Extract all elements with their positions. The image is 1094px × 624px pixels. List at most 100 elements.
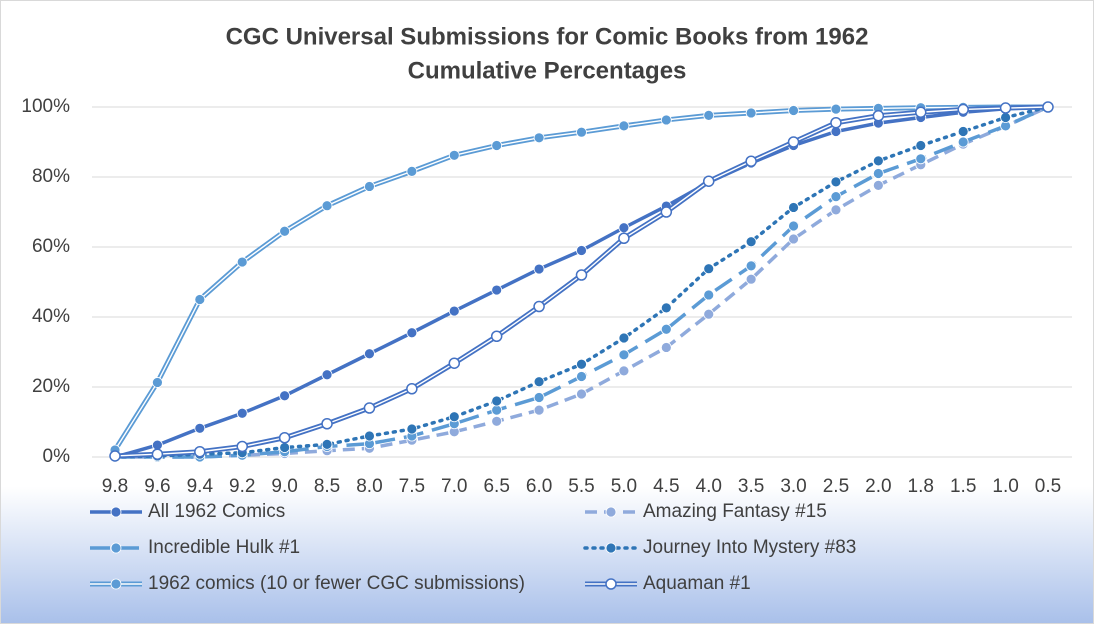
x-tick-label: 6.0 — [526, 476, 552, 497]
data-point — [788, 220, 799, 232]
data-point — [830, 103, 842, 115]
data-point — [406, 165, 418, 177]
data-point — [448, 357, 461, 369]
data-point — [448, 305, 460, 317]
data-point — [576, 358, 587, 370]
chart-subtitle: Cumulative Percentages — [408, 57, 687, 84]
x-tick-label: 1.5 — [950, 476, 976, 497]
data-point — [703, 308, 715, 320]
data-point — [490, 330, 503, 342]
data-point — [618, 365, 630, 377]
legend-marker — [605, 542, 617, 554]
data-point — [364, 430, 375, 442]
x-tick-label: 6.5 — [483, 476, 509, 497]
data-point — [957, 126, 969, 137]
legend-marker — [605, 578, 617, 590]
data-point — [745, 155, 757, 167]
data-point — [364, 181, 375, 192]
legend-marker — [110, 506, 122, 518]
data-point — [660, 302, 672, 314]
x-tick-label: 9.8 — [102, 476, 128, 497]
x-tick-label: 9.2 — [229, 476, 255, 497]
data-point — [999, 102, 1012, 114]
legend-marker — [110, 578, 122, 590]
x-tick-label: 1.0 — [992, 476, 1018, 497]
x-tick-label: 0.5 — [1035, 476, 1061, 497]
data-point — [576, 371, 587, 382]
data-point — [830, 191, 842, 203]
data-point — [618, 222, 630, 234]
data-point — [364, 348, 375, 360]
x-tick-label: 1.8 — [908, 476, 934, 497]
x-tick-label: 3.5 — [738, 476, 764, 497]
data-point — [787, 136, 800, 148]
data-point — [745, 236, 757, 248]
data-point — [788, 233, 799, 245]
data-point — [1042, 101, 1054, 113]
data-point — [491, 140, 503, 151]
data-point — [957, 103, 969, 116]
data-point — [660, 342, 672, 353]
legend-label: Amazing Fantasy #15 — [643, 501, 827, 522]
data-point — [448, 149, 460, 161]
data-point — [703, 289, 715, 301]
data-point — [1000, 112, 1011, 123]
x-tick-label: 8.5 — [314, 476, 340, 497]
data-point — [279, 390, 291, 402]
data-point — [618, 232, 630, 244]
legend-marker — [110, 542, 122, 554]
data-point — [745, 107, 757, 119]
data-point — [533, 404, 545, 416]
x-tick-label: 7.5 — [399, 476, 425, 497]
data-point — [236, 407, 248, 419]
data-point — [109, 450, 121, 462]
data-point — [278, 432, 291, 444]
data-point — [703, 263, 715, 275]
y-tick-label: 40% — [32, 306, 70, 327]
data-point — [236, 440, 248, 453]
legend-marker — [605, 506, 617, 518]
y-tick-label: 100% — [21, 96, 70, 117]
x-tick-label: 4.5 — [653, 476, 679, 497]
data-point — [660, 323, 672, 335]
data-point — [830, 204, 842, 216]
data-point — [533, 132, 545, 144]
y-tick-label: 20% — [32, 376, 70, 397]
data-point — [152, 377, 163, 388]
data-point — [788, 202, 799, 213]
data-point — [618, 120, 630, 132]
data-point — [957, 136, 969, 148]
x-tick-label: 4.0 — [696, 476, 722, 497]
data-point — [872, 110, 885, 122]
data-point — [660, 206, 673, 218]
data-point — [618, 349, 630, 361]
data-point — [236, 256, 248, 268]
data-point — [872, 179, 884, 191]
data-point — [830, 117, 842, 129]
data-point — [703, 110, 715, 121]
y-tick-label: 60% — [32, 236, 70, 257]
data-point — [830, 176, 842, 188]
data-point — [321, 418, 333, 430]
legend-label: Incredible Hulk #1 — [148, 537, 300, 558]
data-point — [915, 140, 927, 151]
data-point — [576, 388, 587, 400]
x-tick-label: 7.0 — [441, 476, 467, 497]
data-point — [915, 106, 927, 118]
data-point — [533, 376, 545, 388]
y-tick-label: 80% — [32, 166, 70, 187]
legend-label: Journey Into Mystery #83 — [643, 537, 856, 558]
data-point — [491, 415, 503, 427]
data-point — [406, 423, 418, 435]
data-point — [321, 438, 333, 450]
y-tick-label: 0% — [43, 446, 71, 467]
data-point — [321, 369, 333, 381]
data-point — [576, 245, 587, 256]
data-point — [151, 448, 164, 460]
legend-label: 1962 comics (10 or fewer CGC submissions… — [148, 573, 525, 594]
data-point — [575, 269, 588, 281]
data-point — [872, 168, 884, 179]
data-point — [745, 260, 757, 272]
